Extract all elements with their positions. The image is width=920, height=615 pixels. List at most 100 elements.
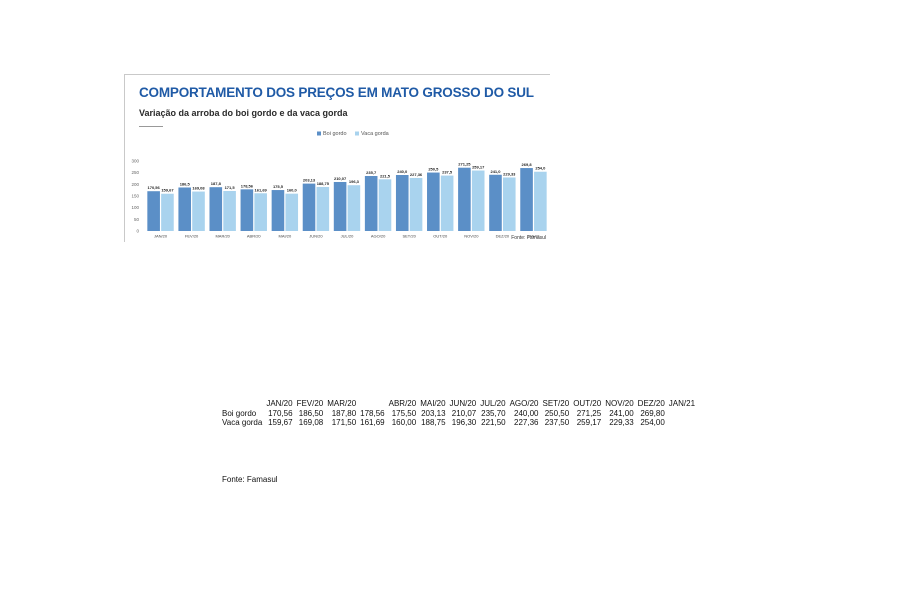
table-cell: 235,70 [481,408,506,418]
data-label: 221,5 [380,173,391,178]
table-source: Fonte: Famasul [222,475,278,484]
bar-boi-gordo [489,174,502,231]
table-cell: 159,67 [268,418,293,427]
table-header-cell: JUL/20 [480,399,506,408]
data-label: 171,5 [225,185,236,190]
y-tick-label: 200 [131,182,139,187]
bar-vaca-gorda [440,175,454,231]
table-cell: 259,17 [576,418,602,427]
bar-boi-gordo [427,172,440,231]
data-label: 240,0 [397,169,408,174]
x-tick-label: FEV/20 [185,234,199,239]
table-row: Vaca gorda 159,67 169,08 171,50 161,69 1… [220,418,697,428]
y-tick-label: 0 [136,229,139,234]
bar-vaca-gorda [254,193,267,231]
table-header-cell: OUT/20 [573,399,602,408]
table-cell: 169,08 [298,418,324,427]
x-tick-label: DEZ/20 [496,234,510,239]
table-cell: 271,25 [576,408,602,418]
bar-boi-gordo [240,189,254,231]
bar-vaca-gorda [502,177,516,231]
bar-vaca-gorda [161,193,174,231]
table-header-cell: FEV/20 [296,399,324,408]
legend-swatch [317,131,321,136]
chart-source: Fonte: Famasul [511,235,546,241]
table-header-cell: SET/20 [542,399,570,408]
data-label: 186,5 [180,181,191,186]
bar-boi-gordo [520,168,533,231]
table-header-cell: DEZ/20 [637,399,665,408]
table-cell: 186,50 [298,408,324,418]
chart-subtitle: Variação da arroba do boi gordo e da vac… [139,108,348,118]
table-header-cell [358,399,386,409]
x-tick-label: JAN/20 [154,234,168,239]
data-label: 170,56 [148,185,161,190]
x-tick-label: MAR/20 [215,234,230,239]
table-cell: 187,80 [331,408,357,418]
table-row-label: Boi gordo [222,408,257,418]
data-label: 254,0 [535,166,546,171]
table-header-row: JAN/20 FEV/20 MAR/20 ABR/20 MAI/20 JUN/2… [220,399,697,409]
chart-title: COMPORTAMENTO DOS PREÇOS EM MATO GROSSO … [139,85,534,100]
x-tick-label: MAI/20 [279,234,292,239]
data-label: 271,25 [458,162,471,167]
bar-boi-gordo [333,181,347,231]
x-tick-label: SET/20 [402,234,416,239]
table-cell: 221,50 [481,418,506,427]
table-cell: 241,00 [609,408,634,418]
data-label: 159,67 [161,188,174,193]
bar-vaca-gorda [347,185,361,231]
data-label: 196,3 [349,179,360,184]
data-label: 210,07 [334,176,347,181]
table-cell: 170,56 [268,408,293,418]
data-label: 237,5 [442,170,453,175]
data-label: 175,5 [273,184,284,189]
data-label: 187,8 [211,181,222,186]
bar-chart: 0 50 100 150 200 250 300 Boi gordo Vaca gorda 170… [131,131,547,239]
y-tick-label: 50 [134,217,140,222]
data-label: 269,8 [522,162,533,167]
table-cell: 188,75 [421,418,446,427]
data-table: JAN/20 FEV/20 MAR/20 ABR/20 MAI/20 JUN/2… [220,399,697,428]
table-cell: 269,80 [640,408,665,418]
bar-boi-gordo [364,176,378,231]
table-row: Boi gordo 170,56 186,50 187,80 178,56 17… [220,409,697,419]
data-label: 227,36 [410,172,423,177]
x-tick-label: JAN/21 [527,234,541,239]
table-cell: 203,13 [421,408,446,418]
data-label: 259,17 [472,165,485,170]
bar-boi-gordo [147,191,160,231]
table-header-cell: MAI/20 [420,399,446,408]
table-header-cell: JUN/20 [449,399,477,408]
data-label: 160,0 [287,188,298,193]
bar-vaca-gorda [285,193,299,231]
bar-boi-gordo [178,187,192,231]
bar-vaca-gorda [192,191,205,231]
legend-label: Vaca gorda [361,131,390,137]
bar-vaca-gorda [409,177,423,231]
table-cell: 160,00 [391,418,417,427]
table-header-cell: MAR/20 [327,399,357,408]
table-cell: 171,50 [331,418,357,427]
table-cell: 237,50 [544,418,570,427]
data-label: 241,0 [490,169,501,174]
table-cell: 161,69 [360,418,385,427]
data-label: 161,69 [255,187,268,192]
data-label: 178,56 [241,183,254,188]
bar-vaca-gorda [223,190,236,231]
x-tick-label: NOV/20 [464,234,479,239]
title-divider [139,126,163,127]
table-header-cell: JAN/20 [266,399,293,408]
table-cell: 178,56 [360,408,385,418]
data-label: 250,5 [428,167,439,172]
table-cell-empty [667,409,697,419]
table-cell: 227,36 [514,418,539,427]
table-cell: 210,07 [451,408,477,418]
x-tick-label: ABR/20 [247,234,262,239]
table-cell-empty [667,418,697,428]
table-header-cell: ABR/20 [388,399,417,408]
table-corner [220,399,264,409]
data-label: 188,75 [317,181,330,186]
y-tick-label: 150 [131,194,139,199]
data-label: 169,08 [192,186,205,191]
